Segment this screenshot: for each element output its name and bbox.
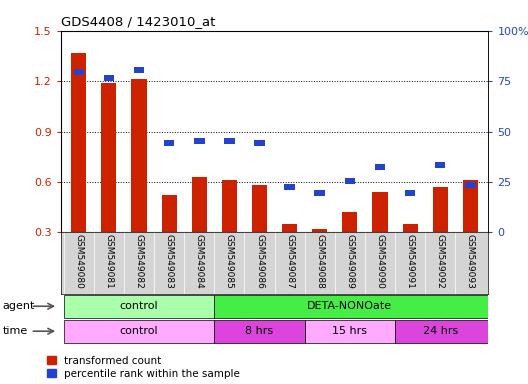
Bar [375, 164, 385, 170]
Bar [192, 177, 207, 232]
Bar [372, 192, 388, 232]
Text: GSM549080: GSM549080 [74, 234, 83, 289]
Text: 8 hrs: 8 hrs [246, 326, 274, 336]
Bar [71, 53, 86, 232]
Bar [252, 185, 267, 232]
Bar [134, 67, 144, 73]
Text: 24 hrs: 24 hrs [422, 326, 458, 336]
Bar [64, 295, 214, 318]
Text: GSM549091: GSM549091 [406, 234, 414, 289]
Text: control: control [120, 301, 158, 311]
Text: GSM549086: GSM549086 [255, 234, 264, 289]
Bar [194, 137, 204, 144]
Bar [214, 295, 488, 318]
Bar [222, 180, 237, 232]
Bar [285, 184, 295, 190]
Bar [465, 182, 476, 188]
Text: control: control [120, 326, 158, 336]
Text: DETA-NONOate: DETA-NONOate [307, 301, 392, 311]
Bar [402, 224, 418, 232]
Bar [162, 195, 177, 232]
Bar [435, 162, 446, 168]
Text: GSM549085: GSM549085 [225, 234, 234, 289]
Bar [131, 79, 147, 232]
Bar [305, 320, 395, 343]
Bar [103, 75, 114, 81]
Text: GSM549089: GSM549089 [345, 234, 354, 289]
Text: GSM549084: GSM549084 [195, 234, 204, 289]
Bar [164, 139, 174, 146]
Text: GDS4408 / 1423010_at: GDS4408 / 1423010_at [61, 15, 215, 28]
Bar [254, 139, 265, 146]
Bar [342, 212, 357, 232]
Text: agent: agent [3, 301, 35, 311]
Text: GSM549087: GSM549087 [285, 234, 294, 289]
Text: GSM549088: GSM549088 [315, 234, 324, 289]
Legend: transformed count, percentile rank within the sample: transformed count, percentile rank withi… [48, 356, 240, 379]
Text: GSM549083: GSM549083 [165, 234, 174, 289]
Text: time: time [3, 326, 28, 336]
Text: 15 hrs: 15 hrs [332, 326, 367, 336]
Text: GSM549081: GSM549081 [105, 234, 114, 289]
Text: GSM549082: GSM549082 [135, 234, 144, 289]
Bar [463, 180, 478, 232]
Bar [224, 137, 234, 144]
Text: GSM549092: GSM549092 [436, 234, 445, 289]
Bar [315, 190, 325, 196]
Bar [214, 320, 305, 343]
Bar [282, 224, 297, 232]
Bar [101, 83, 117, 232]
Bar [395, 320, 488, 343]
Text: GSM549090: GSM549090 [375, 234, 384, 289]
Bar [73, 69, 84, 75]
Bar [64, 320, 214, 343]
Bar [312, 229, 327, 232]
Bar [345, 178, 355, 184]
Bar [432, 187, 448, 232]
Text: GSM549093: GSM549093 [466, 234, 475, 289]
Bar [405, 190, 416, 196]
